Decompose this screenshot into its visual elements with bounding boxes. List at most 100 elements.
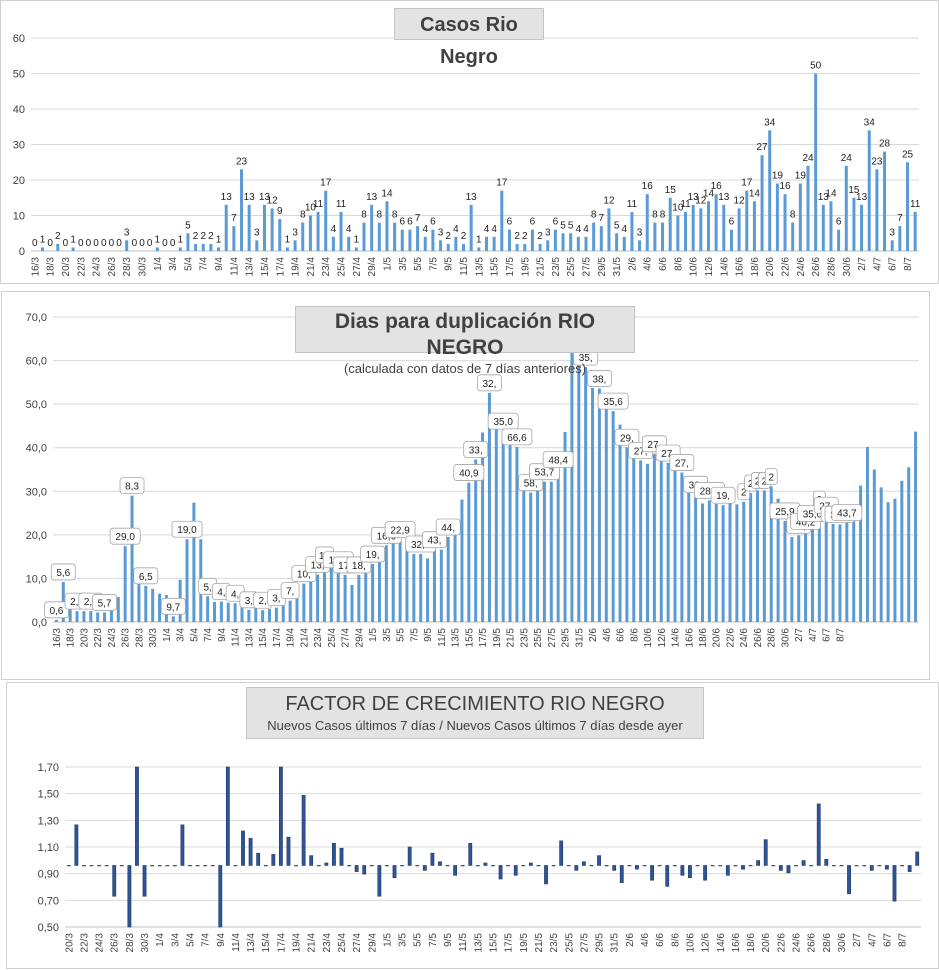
data-label: 8 <box>660 210 666 221</box>
data-label: 2 <box>55 231 61 242</box>
bar <box>316 865 321 867</box>
bar <box>611 411 615 622</box>
y-tick-label: 10 <box>13 211 25 223</box>
bar <box>439 240 443 251</box>
data-label: 25,9 <box>775 507 795 518</box>
bar <box>248 838 253 866</box>
bar <box>331 236 335 251</box>
bar <box>809 865 814 867</box>
data-label: 7 <box>897 213 903 224</box>
x-tick-label: 9/4 <box>216 933 227 947</box>
bar <box>577 352 581 622</box>
x-tick-label: 19/5 <box>492 628 503 648</box>
bar <box>536 482 540 622</box>
bar <box>706 201 710 251</box>
x-tick-label: 26/3 <box>121 628 132 648</box>
bar <box>82 611 86 622</box>
bar <box>661 222 665 251</box>
data-label: 12 <box>734 195 746 206</box>
data-label: 4 <box>621 224 627 235</box>
x-tick-label: 27/5 <box>547 628 558 648</box>
x-tick-label: 29/4 <box>367 933 378 953</box>
x-tick-label: 22/6 <box>725 628 736 648</box>
bar <box>741 865 745 870</box>
x-tick-label: 25/4 <box>337 257 348 277</box>
bar <box>469 204 473 251</box>
data-label-box <box>453 464 485 481</box>
bar <box>900 480 904 622</box>
x-tick-label: 21/5 <box>534 933 545 953</box>
data-label: 5,6 <box>56 568 70 579</box>
data-label: 10 <box>305 203 317 214</box>
bar <box>907 467 911 622</box>
data-label: 4 <box>331 224 337 235</box>
bar <box>522 474 526 622</box>
bar <box>597 388 601 622</box>
bar <box>680 865 685 876</box>
y-tick-label: 0,90 <box>38 869 59 881</box>
bar <box>171 616 175 622</box>
data-label: 35,6 <box>603 397 623 408</box>
bar <box>96 612 100 622</box>
data-label: 35,0 <box>493 417 513 428</box>
bar <box>112 865 117 897</box>
data-label: 10, <box>297 570 311 581</box>
y-tick-label: 60,0 <box>26 356 47 368</box>
x-tick-label: 15/5 <box>464 628 475 648</box>
bar <box>556 469 560 622</box>
bar <box>703 865 708 881</box>
bar <box>180 824 185 866</box>
data-label: 0 <box>109 238 115 249</box>
bar <box>762 490 766 622</box>
x-tick-label: 28/6 <box>822 933 833 953</box>
data-label: 13 <box>718 192 730 203</box>
bar <box>500 190 504 251</box>
bar <box>371 564 375 622</box>
data-label: 24 <box>802 153 814 164</box>
x-tick-label: 4/7 <box>867 933 878 947</box>
bar <box>426 558 430 622</box>
x-tick-label: 26/6 <box>807 933 818 953</box>
bar <box>786 865 791 874</box>
data-label: 27, <box>661 449 675 460</box>
bar <box>752 201 756 251</box>
data-label: 58, <box>524 479 538 490</box>
x-tick-label: 6/6 <box>658 257 669 271</box>
bar <box>639 460 643 622</box>
bar <box>592 222 596 251</box>
data-label: 4 <box>422 224 428 235</box>
data-label: 16 <box>779 181 791 192</box>
x-tick-label: 28/6 <box>767 628 778 648</box>
data-label: 6 <box>430 217 436 228</box>
bar <box>515 446 519 622</box>
data-label: 0 <box>101 238 107 249</box>
x-tick-label: 20/6 <box>765 257 776 277</box>
bar <box>460 499 464 622</box>
x-tick-label: 16/3 <box>52 628 63 648</box>
bar <box>219 601 223 622</box>
bar <box>405 545 409 622</box>
bar <box>707 500 711 622</box>
data-label-box <box>44 601 69 619</box>
x-tick-label: 18/6 <box>698 628 709 648</box>
data-label-box <box>463 441 489 458</box>
y-tick-label: 1,10 <box>38 842 59 854</box>
bar <box>645 194 649 251</box>
bar <box>354 865 359 872</box>
bar <box>206 596 210 622</box>
bar <box>127 865 132 928</box>
x-tick-label: 30/3 <box>140 933 151 953</box>
x-tick-label: 22/3 <box>76 257 87 277</box>
bar <box>288 600 292 622</box>
bar <box>657 865 662 867</box>
bar <box>721 505 725 622</box>
bar <box>768 130 772 251</box>
bar <box>40 247 44 251</box>
bar <box>165 865 170 867</box>
data-label: 8 <box>300 210 306 221</box>
x-tick-label: 23/4 <box>322 933 333 953</box>
bar <box>852 197 856 251</box>
x-tick-label: 18/6 <box>746 933 757 953</box>
x-tick-label: 22/3 <box>79 933 90 953</box>
bar <box>209 243 213 251</box>
